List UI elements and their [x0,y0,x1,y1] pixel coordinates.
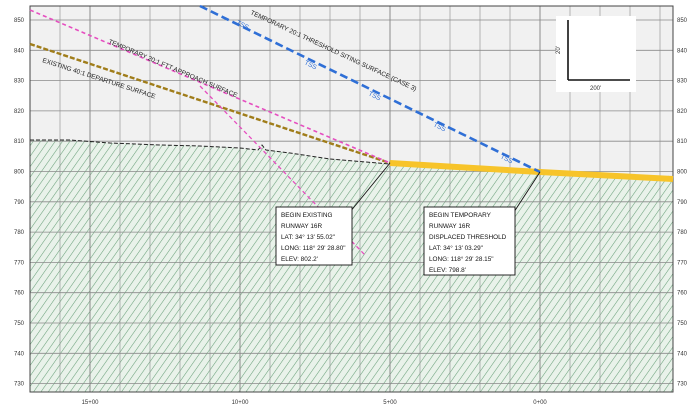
elevation-tick-label: 750 [677,321,688,327]
scale-vertical-label: 20' [556,46,562,54]
elevation-tick-label: 740 [677,351,688,357]
elevation-tick-label: 760 [14,291,25,297]
existing-threshold-callout: BEGIN EXISTING RUNWAY 16R LAT: 34° 13' 5… [275,206,353,266]
elevation-tick-label: 830 [677,79,688,85]
station-labels: 15+00 10+00 5+00 0+00 [82,400,548,406]
elevation-tick-label: 780 [677,230,688,236]
elevation-tick-label: 800 [14,170,25,176]
elevation-tick-label: 740 [14,351,25,357]
elevation-tick-label: 770 [677,260,688,266]
existing-callout-line-5: ELEV: 802.2' [281,256,318,263]
elevation-labels-left: 850 840 830 820 810 800 790 780 770 760 750 740 730 [14,18,25,388]
elevation-tick-label: 750 [14,321,25,327]
scale-indicator: 20' 200' [556,16,636,92]
temporary-callout-line-3: DISPLACED THRESHOLD [429,234,507,241]
elevation-tick-label: 780 [14,230,25,236]
existing-ground-line [30,139,391,165]
elevation-tick-label: 850 [14,18,25,24]
station-tick-label: 5+00 [383,400,397,406]
station-tick-label: 15+00 [82,400,100,406]
ground-hatch [30,140,673,392]
existing-callout-line-3: LAT: 34° 13' 55.02" [281,233,335,241]
departure-surface-line [29,42,391,165]
existing-leader [349,162,391,213]
elevation-tick-label: 810 [14,139,25,145]
elevation-tick-label: 810 [677,139,688,145]
elevation-tick-label: 730 [14,382,25,388]
temporary-leader [513,171,541,213]
temporary-callout-line-5: LONG: 118° 29' 28.15" [429,255,494,263]
elevation-labels-right: 850 840 830 820 810 800 790 780 770 760 750 740 730 [677,18,688,388]
elevation-tick-label: 770 [14,260,25,266]
elevation-tick-label: 820 [14,109,25,115]
temporary-callout-line-6: ELEV: 798.8' [429,267,466,274]
temporary-callout-line-4: LAT: 34° 13' 03.29" [429,244,483,252]
station-tick-label: 0+00 [533,400,547,406]
elevation-tick-label: 840 [677,48,688,54]
elevation-tick-label: 760 [677,291,688,297]
elevation-tick-label: 730 [677,382,688,388]
temporary-callout-line-2: RUNWAY 16R [429,223,470,230]
elevation-tick-label: 790 [14,200,25,206]
temporary-callout-line-1: BEGIN TEMPORARY [429,212,492,219]
threshold-surface-line [199,4,541,174]
scale-horizontal-label: 200' [590,86,601,92]
elevation-tick-label: 790 [677,200,688,206]
elevation-tick-label: 820 [677,109,688,115]
station-tick-label: 10+00 [232,400,250,406]
existing-callout-line-2: RUNWAY 16R [281,223,322,230]
elevation-tick-label: 840 [14,48,25,54]
elevation-tick-label: 850 [677,18,688,24]
elevation-tick-label: 830 [14,79,25,85]
temporary-threshold-callout: BEGIN TEMPORARY RUNWAY 16R DISPLACED THR… [423,206,516,276]
frame [29,5,674,393]
elevation-tick-label: 800 [677,170,688,176]
existing-callout-line-4: LONG: 118° 29' 28.80" [281,244,346,252]
approach-surface-line [29,9,391,164]
existing-callout-line-1: BEGIN EXISTING [281,212,333,219]
